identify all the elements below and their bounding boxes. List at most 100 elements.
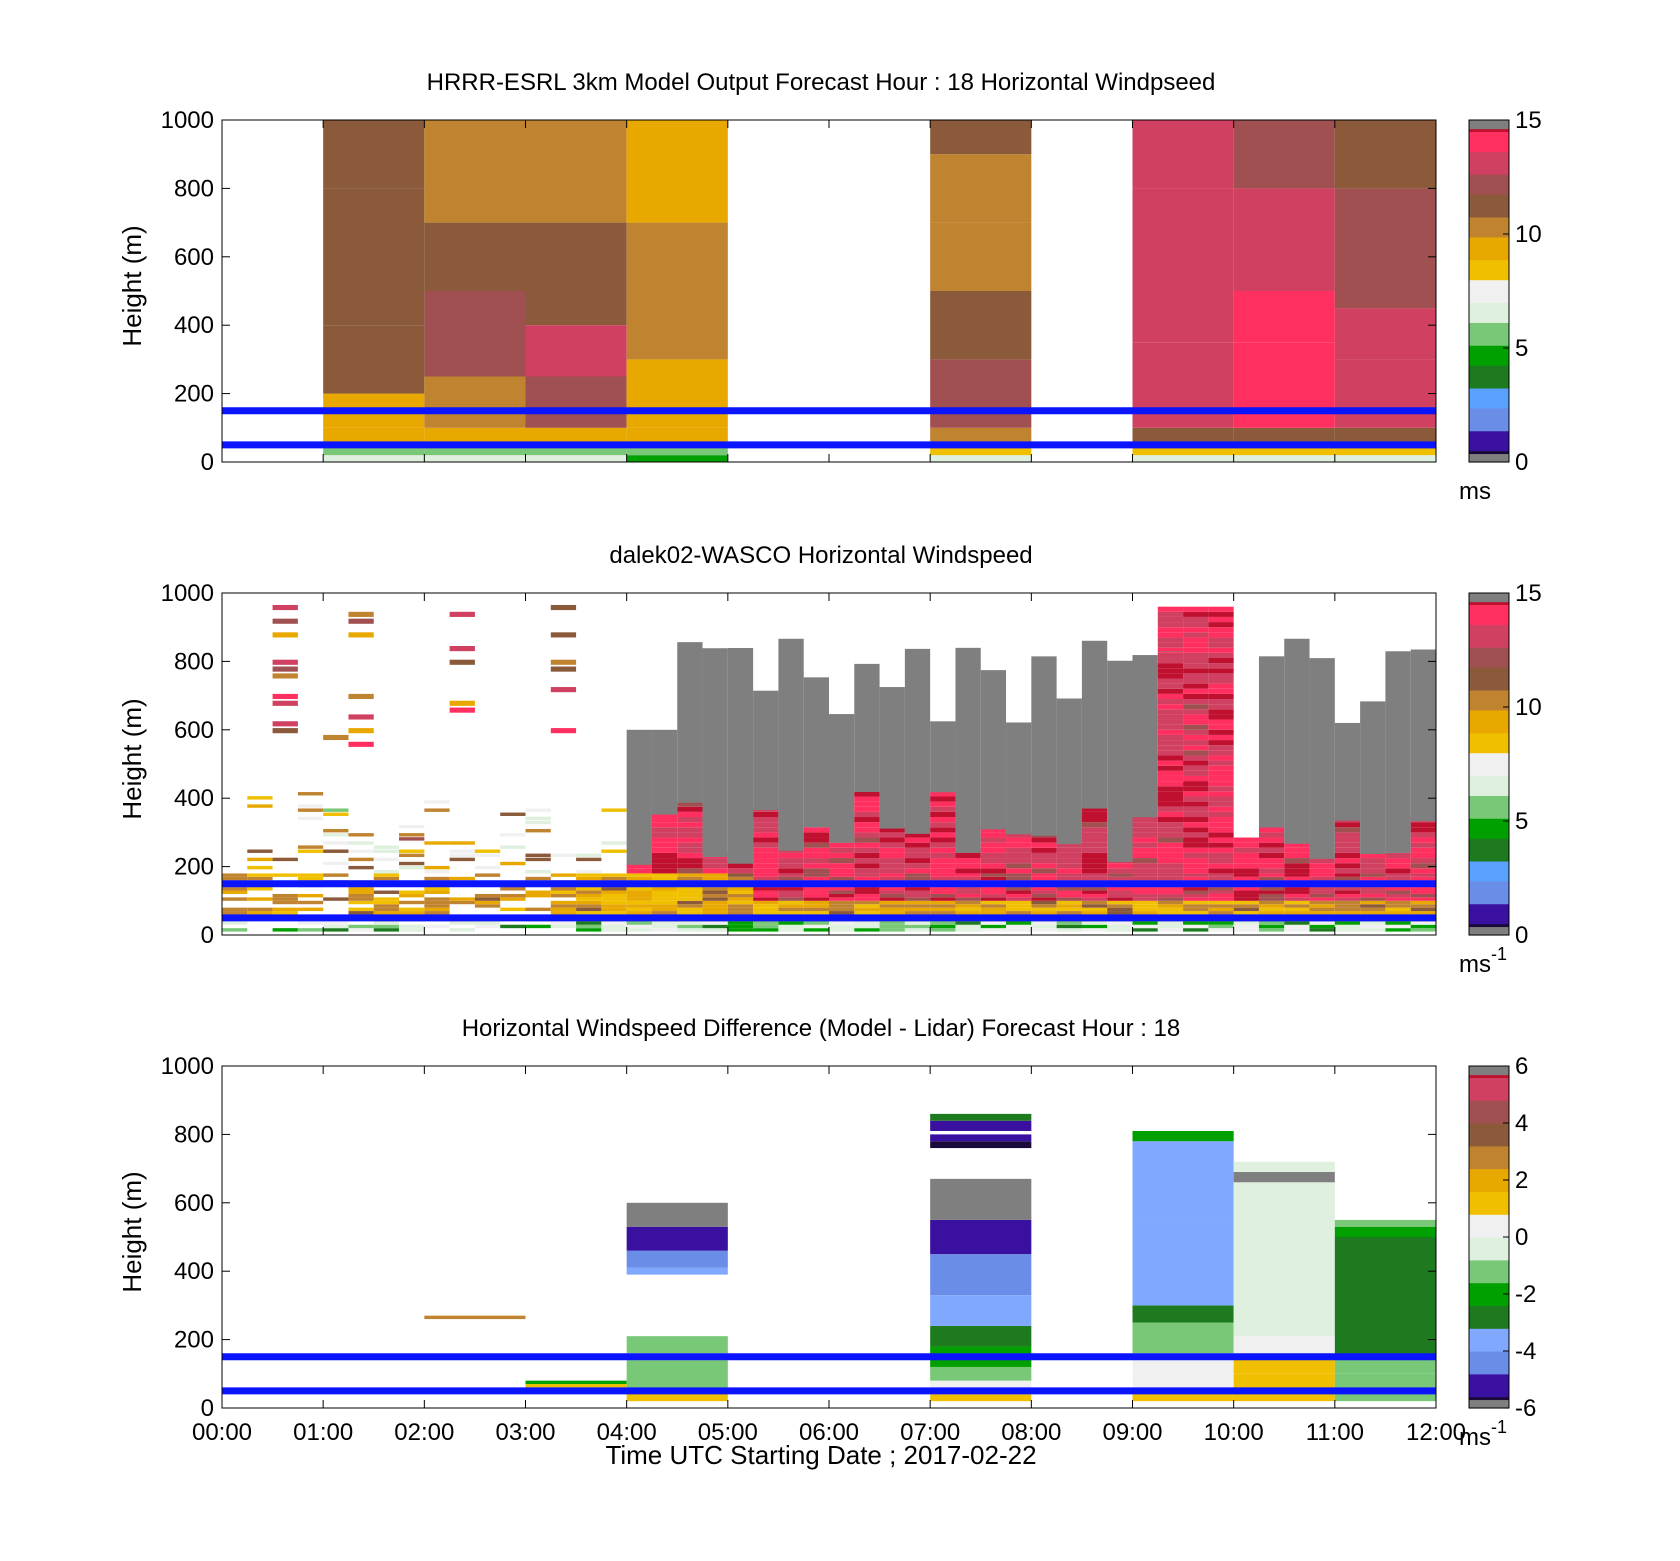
- colorbar-segment: [1469, 1151, 1509, 1155]
- time-column: [348, 611, 374, 932]
- colorbar-segment: [1469, 1402, 1509, 1406]
- data-cell: [1107, 868, 1133, 874]
- data-cell: [930, 868, 956, 874]
- data-cell: [753, 858, 779, 864]
- data-cell: [753, 873, 779, 877]
- colorbar-segment: [1469, 259, 1509, 264]
- data-cell: [399, 853, 425, 858]
- data-cell: [854, 893, 880, 898]
- data-cell: [753, 842, 779, 848]
- colorbar-segment: [1469, 1353, 1509, 1358]
- colorbar-segment: [1469, 647, 1509, 651]
- data-cell: [1183, 688, 1209, 694]
- data-cell: [753, 890, 779, 894]
- colorbar-segment: [1469, 595, 1509, 600]
- data-cell: [1183, 811, 1209, 818]
- colorbar-segment: [1469, 322, 1509, 326]
- colorbar-tick-label: 5: [1515, 808, 1528, 835]
- time-column: [1132, 655, 1158, 932]
- data-cell: [1056, 852, 1082, 859]
- colorbar-segment: [1469, 789, 1509, 794]
- data-cell: [1157, 719, 1184, 725]
- data-cell: [803, 890, 829, 894]
- colorbar-segment: [1469, 638, 1509, 643]
- colorbar-segment: [1469, 162, 1509, 167]
- colorbar-segment: [1469, 661, 1509, 665]
- data-cell: [803, 677, 829, 828]
- data-cell: [1031, 900, 1057, 905]
- data-cell: [930, 863, 956, 869]
- x-tick-label: 10:00: [1204, 1419, 1264, 1446]
- data-cell: [1157, 811, 1184, 818]
- data-cell: [1284, 890, 1310, 894]
- data-cell: [1056, 928, 1082, 932]
- data-cell: [879, 827, 905, 833]
- data-cell: [1334, 921, 1361, 925]
- data-cell: [1157, 755, 1184, 761]
- data-cell: [1031, 887, 1057, 891]
- data-cell: [1081, 900, 1108, 905]
- colorbar-segment: [1469, 1108, 1509, 1113]
- data-cell: [1006, 863, 1032, 869]
- data-cell: [1107, 904, 1133, 908]
- data-cell: [1233, 897, 1259, 901]
- colorbar-segment: [1469, 1245, 1509, 1249]
- data-cell: [930, 822, 956, 828]
- data-cell: [677, 873, 703, 877]
- data-cell: [904, 890, 931, 894]
- colorbar-tick-label: 0: [1515, 1224, 1528, 1251]
- data-cell: [1385, 928, 1411, 932]
- data-cell: [247, 865, 273, 870]
- data-cell: [1309, 928, 1335, 932]
- data-cell: [702, 907, 728, 912]
- data-cell: [930, 801, 956, 807]
- data-cell: [1132, 1141, 1234, 1217]
- colorbar-segment: [1469, 1370, 1509, 1375]
- x-tick-label: 09:00: [1102, 1419, 1162, 1446]
- data-cell: [1081, 837, 1108, 843]
- data-cell: [1208, 714, 1234, 720]
- data-cell: [1031, 837, 1057, 843]
- data-cell: [399, 824, 425, 829]
- y-tick-label: 0: [201, 922, 214, 949]
- colorbar-segment: [1469, 282, 1509, 286]
- data-cell: [550, 904, 577, 908]
- data-cell: [1208, 928, 1234, 932]
- data-cell: [879, 893, 905, 898]
- colorbar-segment: [1469, 1157, 1509, 1161]
- data-cell: [550, 900, 577, 905]
- data-cell: [1385, 887, 1411, 891]
- y-tick-label: 1000: [161, 580, 214, 607]
- data-cell: [1385, 897, 1411, 901]
- colorbar-segment: [1469, 812, 1509, 816]
- colorbar-segment: [1469, 350, 1509, 355]
- data-cell: [930, 1219, 1032, 1255]
- y-axis-label: Height (m): [117, 698, 147, 819]
- colorbar-segment: [1469, 701, 1509, 705]
- data-cell: [1309, 863, 1335, 869]
- data-cell: [550, 632, 577, 638]
- data-cell: [955, 921, 981, 925]
- colorbar-segment: [1469, 1160, 1509, 1164]
- data-cell: [727, 887, 754, 891]
- data-cell: [753, 847, 779, 853]
- data-cell: [1208, 606, 1234, 612]
- data-cell: [1031, 852, 1057, 859]
- colorbar-segment: [1469, 721, 1509, 725]
- colorbar-segment: [1469, 1248, 1509, 1252]
- colorbar-segment: [1469, 122, 1509, 127]
- colorbar-segment: [1469, 1228, 1509, 1232]
- data-cell: [1081, 827, 1108, 833]
- data-cell: [879, 687, 905, 829]
- data-cell: [930, 222, 1032, 291]
- colorbar-segment: [1469, 450, 1509, 455]
- data-cell: [879, 907, 905, 912]
- data-cell: [323, 928, 349, 932]
- colorbar-segment: [1469, 1217, 1509, 1221]
- data-cell: [854, 822, 880, 828]
- data-cell: [626, 887, 652, 891]
- data-cell: [727, 924, 754, 929]
- data-cell: [1284, 863, 1310, 869]
- data-cell: [1132, 842, 1158, 848]
- data-cell: [955, 890, 981, 894]
